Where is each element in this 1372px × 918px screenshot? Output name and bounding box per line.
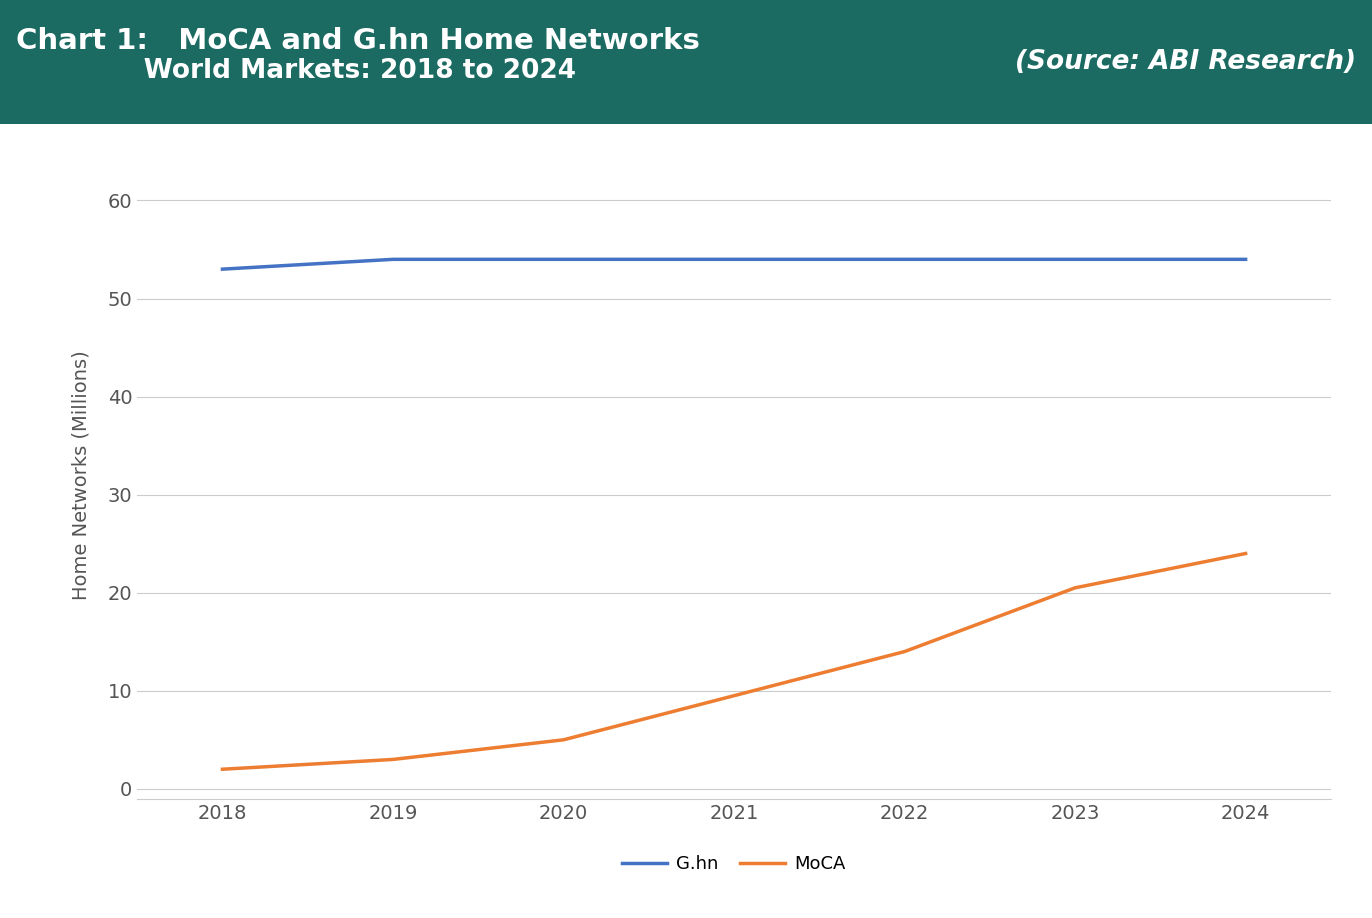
MoCA	[1067, 582, 1084, 593]
G.hn	[1238, 253, 1254, 264]
Text: World Markets: 2018 to 2024: World Markets: 2018 to 2024	[16, 58, 576, 84]
MoCA	[726, 690, 742, 701]
MoCA	[214, 764, 230, 775]
G.hn	[214, 263, 230, 274]
Y-axis label: Home Networks (Millions): Home Networks (Millions)	[71, 350, 91, 600]
Legend: G.hn, MoCA: G.hn, MoCA	[615, 848, 853, 880]
MoCA	[1238, 548, 1254, 559]
Text: (Source: ABI Research): (Source: ABI Research)	[1014, 49, 1356, 75]
MoCA	[556, 734, 572, 745]
G.hn	[1067, 253, 1084, 264]
Line: MoCA: MoCA	[222, 554, 1246, 769]
MoCA	[896, 646, 912, 657]
Line: G.hn: G.hn	[222, 259, 1246, 269]
G.hn	[384, 253, 401, 264]
MoCA	[384, 754, 401, 765]
G.hn	[896, 253, 912, 264]
G.hn	[726, 253, 742, 264]
Text: Chart 1:   MoCA and G.hn Home Networks: Chart 1: MoCA and G.hn Home Networks	[16, 28, 700, 55]
G.hn	[556, 253, 572, 264]
